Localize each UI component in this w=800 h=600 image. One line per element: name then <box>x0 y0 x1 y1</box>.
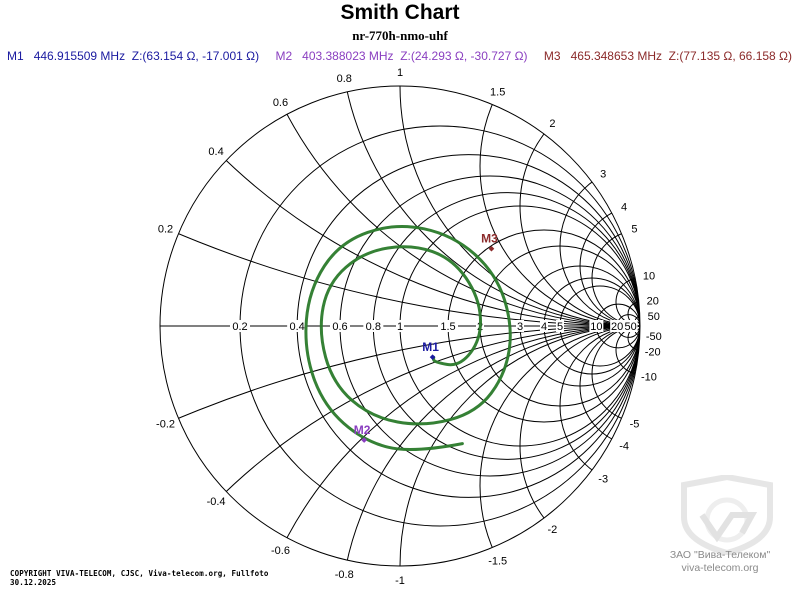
real-axis-label: 3 <box>517 321 523 333</box>
reactance-label: -5 <box>630 419 640 431</box>
reactance-label: 0.8 <box>337 73 352 85</box>
reactance-label: 5 <box>631 223 637 235</box>
marker-m1-freq: 446.915509 MHz <box>33 49 126 63</box>
reactance-label: 4 <box>621 201 627 213</box>
reactance-arc <box>160 86 640 327</box>
reactance-label: 1 <box>397 67 403 79</box>
logo-company-name: ЗАО "Вива-Телеком" <box>669 549 771 561</box>
m2-marker-point[interactable] <box>361 437 367 443</box>
reactance-label: -10 <box>641 371 657 383</box>
marker-m3-freq: 465.348653 MHz <box>570 49 662 63</box>
m1-marker-point[interactable] <box>429 354 436 360</box>
reactance-arc <box>627 301 640 327</box>
reactance-arc <box>160 86 640 327</box>
reactance-arc <box>519 86 640 327</box>
marker-m2-impedance: Z:(24.293 Ω, -30.727 Ω) <box>400 49 528 63</box>
shield-logo-icon <box>681 473 773 557</box>
marker-m2-readout: M2 403.388023 MHz Z:(24.293 Ω, -30.727 Ω… <box>275 49 530 63</box>
marker-m1-readout: M1 446.915509 MHz Z:(63.154 Ω, -17.001 Ω… <box>7 49 262 63</box>
reactance-label: -0.8 <box>335 569 354 581</box>
reactance-label: -50 <box>646 331 662 343</box>
impedance-trace <box>304 224 512 451</box>
reactance-label: -0.6 <box>271 545 290 557</box>
real-axis-label: 20 <box>611 321 623 333</box>
outer-circle <box>159 85 641 567</box>
reactance-label: -1 <box>395 575 405 587</box>
reactance-label: 10 <box>643 271 655 283</box>
reactance-label: -4 <box>619 441 629 453</box>
m3-marker-label: M3 <box>481 232 498 246</box>
reactance-label: 0.4 <box>208 146 223 158</box>
reactance-label: -0.2 <box>156 419 175 431</box>
reactance-label: 1.5 <box>490 87 505 99</box>
reactance-arc <box>627 325 640 351</box>
copyright-notice: COPYRIGHT VIVA-TELECOM, CJSC, Viva-telec… <box>10 569 269 587</box>
marker-m1-label: M1 <box>7 49 24 63</box>
reactance-label: -0.4 <box>207 496 226 508</box>
reactance-arc <box>591 229 640 327</box>
reactance-arc <box>579 325 640 447</box>
reactance-arc <box>479 86 640 327</box>
reactance-label: 0.2 <box>158 223 173 235</box>
m2-marker-label: M2 <box>354 423 371 437</box>
reactance-arc <box>559 325 640 487</box>
logo-website: viva-telecom.org <box>681 562 759 574</box>
axis-labels: 0.2 0.4 0.6 0.8 1 1.5 2 3 4 5 10 20 500.20.40.60.811… <box>156 67 662 587</box>
viva-telecom-logo <box>672 473 782 585</box>
reactance-label: 50 <box>648 311 660 323</box>
reactance-arc <box>519 325 640 566</box>
marker-m1-impedance: Z:(63.154 Ω, -17.001 Ω) <box>131 49 260 63</box>
real-axis-label: 0.4 <box>289 321 304 333</box>
real-axis-label: 10 <box>590 321 602 333</box>
reactance-label: -1.5 <box>488 555 507 567</box>
real-axis-label: 0.2 <box>232 321 247 333</box>
chart-subtitle: nr-770h-nmo-uhf <box>352 28 448 43</box>
real-axis-label: 1 <box>397 321 403 333</box>
reactance-arc <box>615 325 640 375</box>
real-axis-label: 4 <box>541 321 547 333</box>
reactance-label: 20 <box>647 296 659 308</box>
marker-m3-readout: M3 465.348653 MHz Z:(77.135 Ω, 66.158 Ω) <box>544 49 792 63</box>
marker-m2-label: M2 <box>275 49 293 63</box>
reactance-arc <box>559 165 640 327</box>
reactance-label: 2 <box>549 118 555 130</box>
marker-m3-label: M3 <box>543 49 561 63</box>
marker-points: M1 M2 M3 <box>354 232 498 443</box>
reactance-arc <box>399 86 640 327</box>
reactance-arc <box>615 277 640 327</box>
logo-caption: ЗАО "Вива-Телеком" viva-telecom.org <box>640 549 800 575</box>
real-axis-label: 5 <box>557 321 563 333</box>
reactance-arc <box>479 325 640 566</box>
reactance-arc <box>579 205 640 327</box>
reactance-label: -20 <box>645 346 661 358</box>
reactance-label: 0.6 <box>273 97 288 109</box>
real-axis-label: 1.5 <box>440 321 455 333</box>
real-axis-label: 50 <box>624 321 636 333</box>
marker-readout-bar: M1 446.915509 MHz Z:(63.154 Ω, -17.001 Ω… <box>7 49 800 63</box>
reactance-label: -3 <box>598 473 608 485</box>
real-axis-label: 0.6 <box>332 321 347 333</box>
m1-marker-label: M1 <box>422 340 439 354</box>
m3-marker-point[interactable] <box>488 245 495 252</box>
reactance-arc <box>339 86 640 327</box>
marker-m2-freq: 403.388023 MHz <box>302 49 394 63</box>
chart-title: Smith Chart <box>340 1 460 24</box>
marker-m3-impedance: Z:(77.135 Ω, 66.158 Ω) <box>668 49 793 63</box>
reactance-label: -2 <box>548 524 558 536</box>
real-axis-label: 0.8 <box>366 321 381 333</box>
reactance-label: 3 <box>600 169 606 181</box>
reactance-arc <box>591 325 640 423</box>
